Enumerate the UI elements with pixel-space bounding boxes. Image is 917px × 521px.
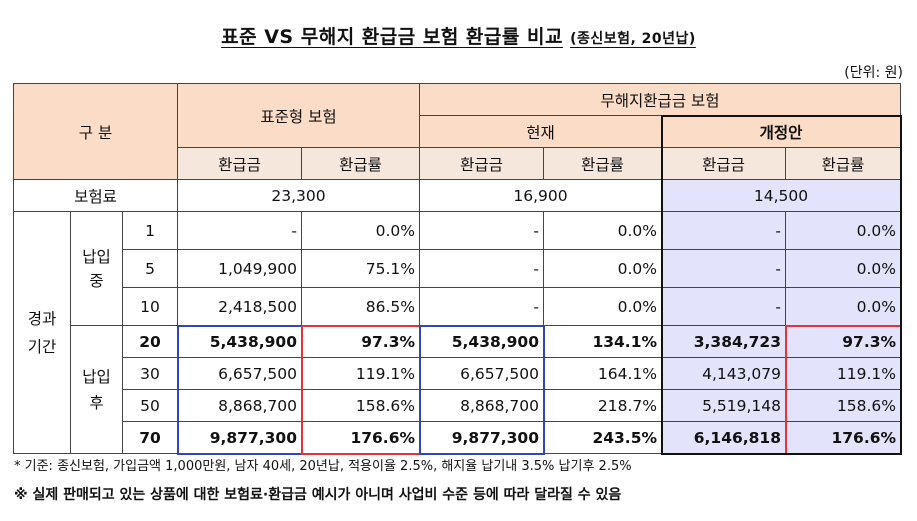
header-current: 현재 xyxy=(419,115,663,148)
premium-revised: 14,500 xyxy=(661,179,902,212)
cur-refund-cell: 6,657,500 xyxy=(419,357,545,390)
header-std-rate: 환급률 xyxy=(300,147,421,180)
premium-standard: 23,300 xyxy=(176,179,421,212)
premium-label: 보험료 xyxy=(13,179,178,212)
row-year: 50 xyxy=(122,389,178,422)
std-rate-cell: 75.1% xyxy=(300,249,421,288)
std-refund-cell: 5,438,900 xyxy=(177,325,302,358)
std-refund-cell: 6,657,500 xyxy=(177,357,302,390)
table-body: 경과 기간 납입 중 1-0.0% -0.0% -0.0% 5 1,049,900 75.1%… xyxy=(13,211,902,454)
std-refund-cell: 1,049,900 xyxy=(177,249,302,288)
cur-refund-cell: 9,877,300 xyxy=(419,421,545,454)
table-row: 10 2,418,500 86.5% -0.0% -0.0% xyxy=(14,287,902,326)
std-refund-cell: 2,418,500 xyxy=(177,287,302,326)
std-rate-cell: 97.3% xyxy=(300,325,421,358)
row-group-elapsed: 경과 기간 xyxy=(13,211,71,454)
premium-current: 16,900 xyxy=(419,179,663,212)
cur-rate-cell: 134.1% xyxy=(543,325,663,358)
row-year: 20 xyxy=(122,325,178,358)
header-division: 구 분 xyxy=(13,83,178,180)
cur-refund-cell: - xyxy=(419,211,545,250)
rev-rate-cell: 0.0% xyxy=(785,211,902,250)
rev-refund-cell: - xyxy=(661,287,787,326)
cur-refund-cell: - xyxy=(419,249,545,288)
std-rate-cell: 119.1% xyxy=(300,357,421,390)
header-rev-refund: 환급금 xyxy=(661,147,787,180)
rev-refund-cell: - xyxy=(661,249,787,288)
header-revised: 개정안 xyxy=(661,115,902,148)
rev-rate-cell: 0.0% xyxy=(785,249,902,288)
table-row: 납입 후 20 5,438,900 97.3% 5,438,900 134.1% 3,384… xyxy=(14,325,902,454)
cur-rate-cell: 0.0% xyxy=(543,211,663,250)
table-row: 5 1,049,900 75.1% -0.0% -0.0% xyxy=(14,249,902,288)
title-subtitle: (종신보험, 20년납) xyxy=(570,31,696,47)
rev-refund-cell: - xyxy=(661,211,787,250)
table-row: 50 8,868,700 158.6% 8,868,700 218.7% 5,519,14… xyxy=(14,389,902,422)
header-cur-rate: 환급률 xyxy=(543,147,663,180)
rev-refund-cell: 4,143,079 xyxy=(661,357,787,390)
cur-rate-cell: 0.0% xyxy=(543,249,663,288)
row-year: 10 xyxy=(122,287,178,326)
row-year: 1 xyxy=(122,211,178,250)
rev-rate-cell: 0.0% xyxy=(785,287,902,326)
cur-rate-cell: 0.0% xyxy=(543,287,663,326)
rev-refund-cell: 6,146,818 xyxy=(661,421,787,454)
note-basis: * 기준: 종신보험, 가입금액 1,000만원, 남자 40세, 20년납, … xyxy=(14,459,632,474)
std-rate-cell: 0.0% xyxy=(300,211,421,250)
header-std-refund: 환급금 xyxy=(177,147,302,180)
cur-rate-cell: 218.7% xyxy=(543,389,663,422)
cur-refund-cell: 5,438,900 xyxy=(419,325,545,358)
std-rate-cell: 158.6% xyxy=(300,389,421,422)
unit-label: (단위: 원) xyxy=(844,65,903,81)
note-disclaimer: ※ 실제 판매되고 있는 상품에 대한 보험료·환급금 예시가 아니며 사업비 … xyxy=(14,487,622,503)
comparison-table: 구 분 표준형 보험 무해지환급금 보험 현재 개정안 환급금 환급률 환급금 … xyxy=(13,83,902,454)
row-group-after: 납입 후 xyxy=(70,325,123,454)
table-row: 30 6,657,500 119.1% 6,657,500 164.1% 4,143,07… xyxy=(14,357,902,390)
row-year: 5 xyxy=(122,249,178,288)
std-rate-cell: 176.6% xyxy=(300,421,421,454)
rev-rate-cell: 119.1% xyxy=(785,357,902,390)
cur-rate-cell: 164.1% xyxy=(543,357,663,390)
rev-rate-cell: 97.3% xyxy=(785,325,902,358)
row-year: 70 xyxy=(122,421,178,454)
rev-rate-cell: 158.6% xyxy=(785,389,902,422)
header-cur-refund: 환급금 xyxy=(419,147,545,180)
table-row: 70 9,877,300 176.6% 9,877,300 243.5% 6,146,81… xyxy=(14,421,902,454)
header-rev-rate: 환급률 xyxy=(785,147,902,180)
cur-refund-cell: 8,868,700 xyxy=(419,389,545,422)
row-group-paying: 납입 중 xyxy=(70,211,123,326)
table-row: 경과 기간 납입 중 1-0.0% -0.0% -0.0% xyxy=(13,211,902,454)
cur-refund-cell: - xyxy=(419,287,545,326)
row-year: 30 xyxy=(122,357,178,390)
std-rate-cell: 86.5% xyxy=(300,287,421,326)
title-main: 표준 VS 무해지 환급금 보험 환급률 비교 xyxy=(221,26,563,48)
std-refund-cell: 8,868,700 xyxy=(177,389,302,422)
header-no-refund: 무해지환급금 보험 xyxy=(419,83,902,116)
rev-refund-cell: 5,519,148 xyxy=(661,389,787,422)
std-refund-cell: - xyxy=(177,211,302,250)
rev-refund-cell: 3,384,723 xyxy=(661,325,787,358)
rev-rate-cell: 176.6% xyxy=(785,421,902,454)
cur-rate-cell: 243.5% xyxy=(543,421,663,454)
page-title: 표준 VS 무해지 환급금 보험 환급률 비교 (종신보험, 20년납) xyxy=(0,22,917,49)
std-refund-cell: 9,877,300 xyxy=(177,421,302,454)
header-standard: 표준형 보험 xyxy=(176,83,421,148)
